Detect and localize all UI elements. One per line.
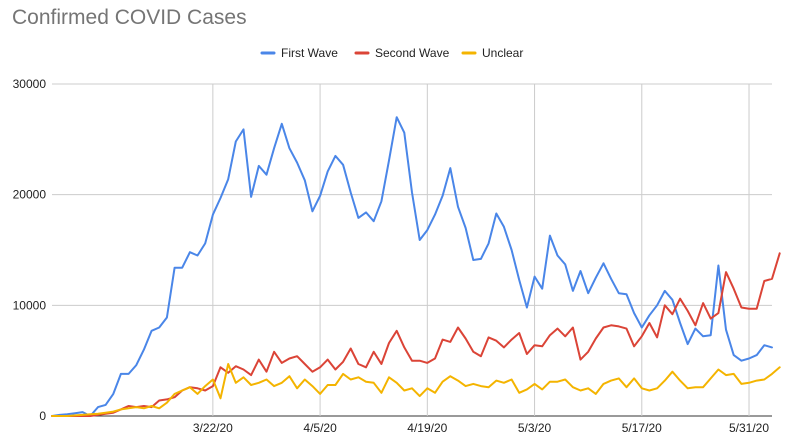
x-tick-label: 4/19/20 [407, 421, 447, 435]
x-tick-label: 3/22/20 [193, 421, 233, 435]
series-lines [51, 116, 781, 417]
series-line-second-wave [51, 252, 781, 417]
chart-title: Confirmed COVID Cases [12, 6, 247, 29]
legend: First Wave Second Wave Unclear [260, 46, 523, 60]
x-axis-ticks: 3/22/20 4/5/20 4/19/20 5/3/20 5/17/20 5/31/20 [193, 421, 770, 435]
y-tick-label: 20000 [13, 188, 47, 202]
y-tick-label: 10000 [13, 298, 47, 312]
series-line-unclear [51, 363, 781, 417]
series-line-first-wave [51, 116, 773, 417]
y-tick-label: 30000 [13, 77, 47, 91]
x-tick-label: 5/31/20 [729, 421, 769, 435]
legend-label: Second Wave [375, 46, 450, 60]
x-tick-label: 5/17/20 [622, 421, 662, 435]
legend-label: Unclear [482, 46, 523, 60]
x-tick-label: 4/5/20 [303, 421, 337, 435]
grid [52, 83, 772, 417]
x-tick-label: 5/3/20 [518, 421, 552, 435]
y-axis-ticks: 0 10000 20000 30000 [13, 77, 47, 423]
y-tick-label: 0 [39, 409, 46, 423]
legend-label: First Wave [281, 46, 338, 60]
